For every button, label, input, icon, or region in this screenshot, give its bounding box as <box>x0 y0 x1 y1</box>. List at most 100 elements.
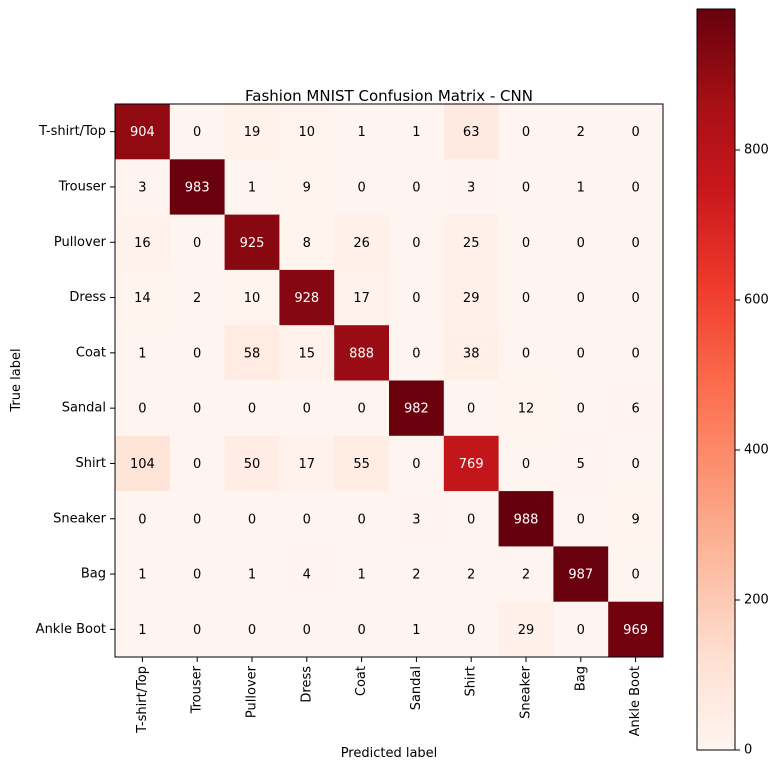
heatmap-cell <box>115 214 171 271</box>
colorbar-ticks: 0 200 400 600 800 <box>735 143 769 758</box>
cell-value-label: 0 <box>412 457 420 472</box>
heatmap-cell <box>608 325 664 381</box>
cell-value-label: 0 <box>248 623 256 638</box>
heatmap-cell <box>115 104 171 160</box>
x-tick-label: Shirt <box>464 666 479 697</box>
heatmap-cell <box>169 269 226 326</box>
heatmap-cell <box>334 491 390 547</box>
heatmap-cell <box>334 546 390 603</box>
heatmap-cell <box>224 214 280 271</box>
cell-value-label: 1 <box>577 180 585 195</box>
cell-value-label: 0 <box>412 180 420 195</box>
heatmap-cell <box>443 269 500 326</box>
cell-value-label: 0 <box>577 512 585 527</box>
heatmap-cell <box>389 269 445 326</box>
heatmap-cell <box>279 104 335 160</box>
heatmap-cell <box>443 104 500 160</box>
cell-value-label: 0 <box>193 623 201 638</box>
cell-value-label: 0 <box>193 457 201 472</box>
heatmap-cell <box>115 159 171 216</box>
y-tick-label: Shirt <box>75 456 106 471</box>
heatmap-cell <box>115 325 171 381</box>
cell-value-label: 0 <box>357 402 365 417</box>
cell-value-label: 3 <box>138 180 146 195</box>
cell-value-label: 928 <box>294 291 319 306</box>
heatmap-cell <box>553 104 609 160</box>
heatmap-cell <box>389 546 445 603</box>
cell-value-label: 987 <box>568 568 593 583</box>
heatmap-cell <box>224 546 280 603</box>
x-tick-label: Pullover <box>245 665 260 718</box>
heatmap-cell <box>498 546 554 603</box>
cell-value-label: 0 <box>631 180 639 195</box>
cell-value-label: 63 <box>463 125 480 140</box>
x-tick-label: Coat <box>354 666 369 696</box>
colorbar-tick-label: 400 <box>744 443 769 458</box>
cell-value-label: 29 <box>463 291 480 306</box>
heatmap-cell <box>115 601 171 658</box>
heatmap-cell <box>443 491 500 547</box>
heatmap-cell <box>224 601 280 658</box>
cell-value-label: 50 <box>244 457 261 472</box>
cell-value-label: 0 <box>577 402 585 417</box>
heatmap-cell <box>334 104 390 160</box>
heatmap-cell <box>553 214 609 271</box>
cell-value-label: 0 <box>357 512 365 527</box>
cell-value-label: 0 <box>577 236 585 251</box>
colorbar-tick-label: 0 <box>744 743 752 758</box>
heatmap-cell <box>115 546 171 603</box>
cell-value-label: 1 <box>138 623 146 638</box>
heatmap-cell <box>553 601 609 658</box>
cell-value-label: 0 <box>248 402 256 417</box>
heatmap-cell <box>389 491 445 547</box>
cell-value-label: 10 <box>299 125 316 140</box>
heatmap-cell <box>279 269 335 326</box>
heatmap-cell <box>389 159 445 216</box>
heatmap-cell <box>169 325 226 381</box>
cell-value-label: 2 <box>522 568 530 583</box>
y-axis-label: True label <box>9 348 24 412</box>
cell-value-label: 19 <box>244 125 261 140</box>
y-tick-label: Dress <box>69 290 106 305</box>
cell-value-label: 0 <box>577 623 585 638</box>
cell-value-label: 0 <box>193 512 201 527</box>
heatmap-cell <box>553 269 609 326</box>
cell-value-label: 38 <box>463 346 480 361</box>
heatmap-cell <box>169 104 226 160</box>
cell-value-label: 769 <box>459 457 484 472</box>
cell-value-label: 0 <box>193 402 201 417</box>
cell-value-label: 15 <box>299 346 316 361</box>
cell-value-label: 0 <box>577 346 585 361</box>
cell-value-label: 17 <box>353 291 370 306</box>
heatmap-cell <box>498 601 554 658</box>
heatmap-cell <box>279 435 335 492</box>
heatmap-cell <box>115 491 171 547</box>
cell-value-label: 0 <box>522 180 530 195</box>
heatmap-cell <box>498 269 554 326</box>
cell-value-label: 988 <box>514 512 539 527</box>
x-tick-label: Sandal <box>409 666 424 710</box>
cell-value-label: 12 <box>518 402 535 417</box>
y-tick-label: Pullover <box>54 235 107 250</box>
cell-value-label: 0 <box>631 568 639 583</box>
cell-value-label: 925 <box>240 236 265 251</box>
x-axis-ticks: T-shirt/Top Trouser Pullover Dress Coat Sanda… <box>135 657 643 736</box>
cell-value-label: 0 <box>631 125 639 140</box>
cell-value-label: 0 <box>412 346 420 361</box>
cell-value-label: 0 <box>522 236 530 251</box>
heatmap-cell <box>279 214 335 271</box>
heatmap-cell <box>224 491 280 547</box>
heatmap-cell <box>389 435 445 492</box>
cell-value-label: 1 <box>412 125 420 140</box>
heatmap-cell <box>334 601 390 658</box>
cell-value-label: 969 <box>623 623 648 638</box>
y-tick-label: Trouser <box>58 179 107 194</box>
heatmap-cell <box>115 269 171 326</box>
cell-value-label: 0 <box>357 180 365 195</box>
cell-value-label: 17 <box>299 457 316 472</box>
heatmap-cell <box>498 491 554 547</box>
cell-value-label: 2 <box>412 568 420 583</box>
heatmap-cell <box>224 435 280 492</box>
cell-value-label: 0 <box>522 457 530 472</box>
